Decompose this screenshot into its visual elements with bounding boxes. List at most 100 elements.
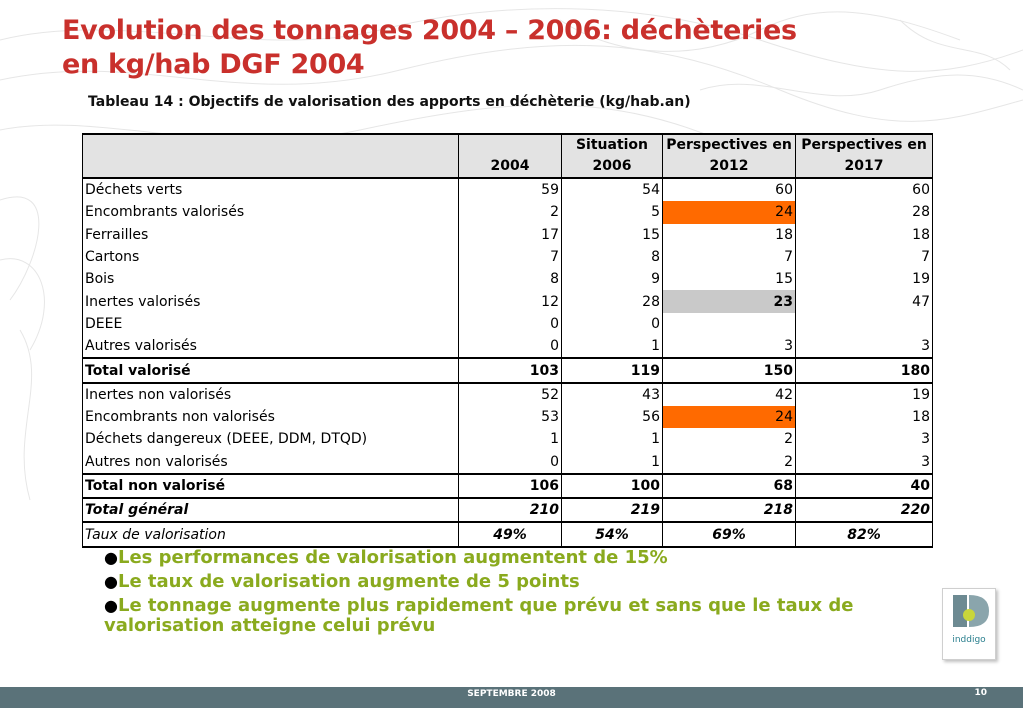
row-label: Inertes non valorisés <box>82 382 459 406</box>
cell-2006: 1 <box>561 450 663 474</box>
table-row: Inertes valorisés 12 28 23 47 <box>82 290 933 313</box>
table-row: DEEE 0 0 <box>82 312 933 336</box>
cell-2004: 52 <box>458 382 562 406</box>
cell-2006: 1 <box>561 428 663 451</box>
logo-card: inddigo <box>942 588 996 660</box>
cell-2012: 69% <box>662 522 796 548</box>
header-perspectives-2017: Perspectives en 2017 <box>795 134 933 178</box>
bullet-text: Le taux de valorisation augmente de 5 po… <box>117 571 580 592</box>
cell-2004: 59 <box>458 178 562 202</box>
cell-2017: 60 <box>795 178 933 202</box>
bullet-dot-icon: ● <box>104 548 118 567</box>
row-label: Taux de valorisation <box>82 522 459 548</box>
cell-2006: 100 <box>561 472 663 500</box>
cell-2006: 15 <box>561 223 663 246</box>
table-row: Autres non valorisés 0 1 2 3 <box>82 450 933 474</box>
cell-2004: 7 <box>458 245 562 269</box>
row-label: Total valorisé <box>82 357 459 384</box>
taux-valorisation-row: Taux de valorisation 49% 54% 69% 82% <box>82 522 933 548</box>
table-caption: Tableau 14 : Objectifs de valorisation d… <box>88 94 691 110</box>
cell-2004: 8 <box>458 268 562 291</box>
cell-2017: 82% <box>795 522 933 548</box>
cell-2017: 18 <box>795 405 933 429</box>
cell-2012: 7 <box>662 245 796 269</box>
cell-2012-highlighted: 24 <box>662 405 796 429</box>
table-row: Déchets verts 59 54 60 60 <box>82 178 933 202</box>
cell-2006: 56 <box>561 405 663 429</box>
bullet-dot-icon: ● <box>104 572 118 591</box>
cell-2012: 3 <box>662 335 796 359</box>
cell-2004: 17 <box>458 223 562 246</box>
cell-2012: 42 <box>662 382 796 406</box>
table-row: Encombrants valorisés 2 5 24 28 <box>82 201 933 224</box>
total-valorise-row: Total valorisé 103 119 150 180 <box>82 357 933 384</box>
logo-text: inddigo <box>952 635 986 645</box>
cell-2017: 3 <box>795 428 933 451</box>
valorisation-table: 2004 Situation 2006 Perspectives en 2012… <box>82 133 933 548</box>
row-label: Total non valorisé <box>82 472 459 500</box>
cell-2017: 220 <box>795 498 933 524</box>
cell-2012: 218 <box>662 498 796 524</box>
cell-2012 <box>662 312 796 336</box>
inddigo-logo: inddigo <box>942 588 998 664</box>
cell-2017: 3 <box>795 450 933 474</box>
footer-date: SEPTEMBRE 2008 <box>467 689 556 699</box>
cell-2012: 18 <box>662 223 796 246</box>
cell-2012: 150 <box>662 357 796 384</box>
header-perspectives-2012: Perspectives en 2012 <box>662 134 796 178</box>
table-row: Encombrants non valorisés 53 56 24 18 <box>82 405 933 429</box>
bullet-dot-icon: ● <box>104 596 118 615</box>
row-label: Autres valorisés <box>82 335 459 359</box>
cell-2006: 9 <box>561 268 663 291</box>
cell-2004: 49% <box>458 522 562 548</box>
bullet-item: ●Le taux de valorisation augmente de 5 p… <box>104 572 924 592</box>
row-label: Ferrailles <box>82 223 459 246</box>
cell-2012: 68 <box>662 472 796 500</box>
cell-2017: 19 <box>795 382 933 406</box>
cell-2012-highlighted: 23 <box>662 290 796 313</box>
header-situation-2006: Situation 2006 <box>561 134 663 178</box>
cell-2017: 3 <box>795 335 933 359</box>
inddigo-logo-icon <box>953 595 989 627</box>
cell-2004: 12 <box>458 290 562 313</box>
cell-2004: 210 <box>458 498 562 524</box>
cell-2012-highlighted: 24 <box>662 201 796 224</box>
topographic-background <box>0 8 1023 501</box>
row-label: Autres non valorisés <box>82 450 459 474</box>
cell-2017: 19 <box>795 268 933 291</box>
header-2004: 2004 <box>458 134 562 178</box>
header-blank <box>82 134 459 178</box>
row-label: Déchets dangereux (DEEE, DDM, DTQD) <box>82 428 459 451</box>
cell-2006: 43 <box>561 382 663 406</box>
row-label: Bois <box>82 268 459 291</box>
cell-2017: 7 <box>795 245 933 269</box>
table-header-row: 2004 Situation 2006 Perspectives en 2012… <box>82 134 933 178</box>
cell-2006: 1 <box>561 335 663 359</box>
cell-2012: 60 <box>662 178 796 202</box>
cell-2017: 47 <box>795 290 933 313</box>
cell-2004: 103 <box>458 357 562 384</box>
cell-2012: 2 <box>662 450 796 474</box>
table-row: Déchets dangereux (DEEE, DDM, DTQD) 1 1 … <box>82 428 933 451</box>
total-general-row: Total général 210 219 218 220 <box>82 498 933 524</box>
cell-2012: 2 <box>662 428 796 451</box>
row-label: Inertes valorisés <box>82 290 459 313</box>
cell-2004: 106 <box>458 472 562 500</box>
cell-2006: 54% <box>561 522 663 548</box>
cell-2004: 0 <box>458 312 562 336</box>
cell-2004: 0 <box>458 335 562 359</box>
cell-2006: 28 <box>561 290 663 313</box>
cell-2006: 8 <box>561 245 663 269</box>
row-label: Encombrants valorisés <box>82 201 459 224</box>
table-row: Autres valorisés 0 1 3 3 <box>82 335 933 359</box>
cell-2017: 28 <box>795 201 933 224</box>
slide-title: Evolution des tonnages 2004 – 2006: déch… <box>62 14 797 82</box>
row-label: Total général <box>82 498 459 524</box>
row-label: Encombrants non valorisés <box>82 405 459 429</box>
row-label: DEEE <box>82 312 459 336</box>
footer-bar: SEPTEMBRE 2008 10 <box>0 687 1023 708</box>
cell-2017 <box>795 312 933 336</box>
cell-2012: 15 <box>662 268 796 291</box>
bullet-item: ●Le tonnage augmente plus rapidement que… <box>104 596 924 636</box>
cell-2006: 119 <box>561 357 663 384</box>
